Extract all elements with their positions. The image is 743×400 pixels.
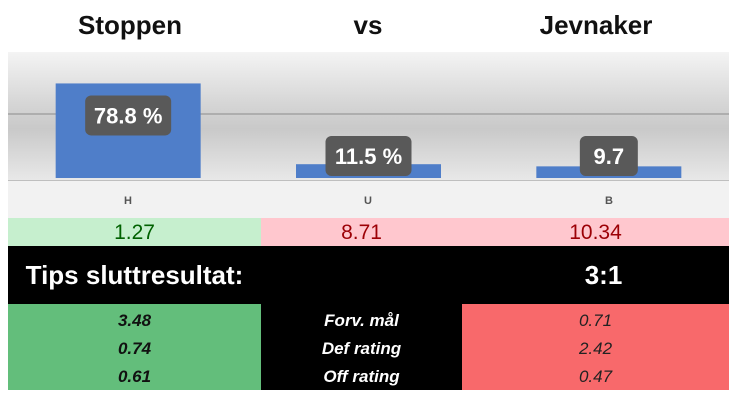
tips-score: 3:1 <box>584 260 623 290</box>
stats-table: 3.48 0.74 0.61 Forv. mål Def rating Off … <box>8 304 729 390</box>
axis-label-u: U <box>364 195 372 207</box>
tips-label: Tips sluttresultat: <box>25 260 244 290</box>
away-team-name: Jevnaker <box>539 10 653 40</box>
axis-label-h: H <box>124 195 132 207</box>
away-stat-def-rating: 2.42 <box>578 339 613 358</box>
odds-home: 1.27 <box>8 218 261 246</box>
away-stat-expected-goals: 0.71 <box>578 311 613 330</box>
data-label-b: 9.7 <box>594 144 625 169</box>
stat-labels-column: Forv. mål Def rating Off rating <box>261 304 462 390</box>
home-stat-expected-goals: 3.48 <box>117 311 152 330</box>
away-stat-off-rating: 0.47 <box>578 367 613 386</box>
odds-draw: 8.71 <box>261 218 462 246</box>
data-label-h: 78.8 % <box>94 103 163 128</box>
label-def-rating: Def rating <box>321 339 402 358</box>
match-header: Stoppen vs Jevnaker <box>0 0 743 52</box>
data-label-box-u <box>325 136 412 176</box>
data-label-box-b <box>579 136 638 176</box>
home-team-name: Stoppen <box>78 10 182 40</box>
data-label-box-h <box>85 95 172 136</box>
axis-label-b: B <box>605 195 613 207</box>
home-stats-column: 3.48 0.74 0.61 <box>8 304 261 390</box>
label-off-rating: Off rating <box>323 367 400 386</box>
home-stat-off-rating: 0.61 <box>117 367 152 386</box>
odds-row: 1.27 8.71 10.34 <box>8 218 729 246</box>
vs-label: vs <box>353 10 383 40</box>
label-expected-goals: Forv. mål <box>324 311 399 330</box>
chart-axis: H U B <box>8 180 729 219</box>
home-stat-def-rating: 0.74 <box>117 339 152 358</box>
odds-away: 10.34 <box>462 218 729 246</box>
tips-row: Tips sluttresultat: 3:1 <box>8 246 729 304</box>
away-stats-column: 0.71 2.42 0.47 <box>462 304 729 390</box>
data-label-u: 11.5 % <box>335 144 402 169</box>
probability-chart: 78.8 % 11.5 % 9.7 <box>8 83 729 178</box>
